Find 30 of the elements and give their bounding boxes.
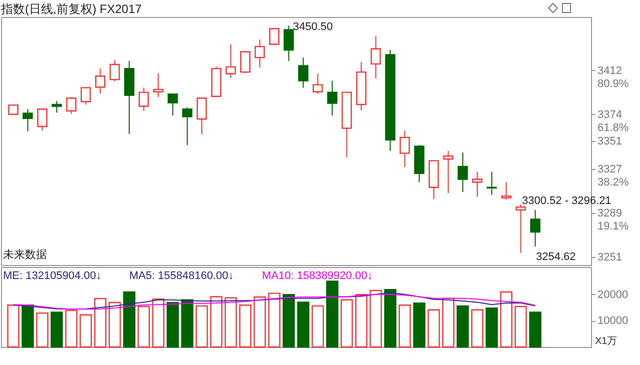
bar xyxy=(384,289,396,348)
text: X1万 xyxy=(595,336,618,347)
bar xyxy=(297,302,310,348)
bar xyxy=(486,307,498,348)
annotation: 3254.62 xyxy=(536,251,576,263)
series-label: MA10: 158389920.00↓ xyxy=(262,270,373,282)
series-label: MA5: 155848160.00↓ xyxy=(129,270,234,282)
y-tick-label: 3327 38.2% xyxy=(598,163,629,188)
annotation: 3450.50 xyxy=(293,21,333,33)
annotation: 未来数据 xyxy=(3,248,47,261)
bar xyxy=(456,305,469,348)
bar xyxy=(50,312,63,348)
y-tick-label: 3251 xyxy=(598,251,622,264)
y-tick-label: 3289 19.1% xyxy=(598,207,629,232)
bar xyxy=(413,302,426,348)
chart-title: 指数(日线,前复权) FX2017 xyxy=(0,2,142,16)
bar xyxy=(123,291,136,348)
y-tick-label: 20000 xyxy=(598,288,628,301)
bar xyxy=(166,302,179,348)
bar xyxy=(282,294,295,348)
y-tick-label: 3412 80.9% xyxy=(598,64,629,90)
bar xyxy=(181,299,194,348)
annotation: 3300.52 - 3296.21 xyxy=(522,195,612,207)
y-tick-label: 3351 xyxy=(598,136,622,148)
y-tick-label: 10000 xyxy=(598,315,628,328)
y-tick-label: 3374 61.8% xyxy=(598,108,629,134)
bar xyxy=(529,312,542,348)
bar xyxy=(22,304,34,348)
annotation: ME: 132105904.00↓ xyxy=(3,270,102,282)
bar xyxy=(326,280,338,348)
